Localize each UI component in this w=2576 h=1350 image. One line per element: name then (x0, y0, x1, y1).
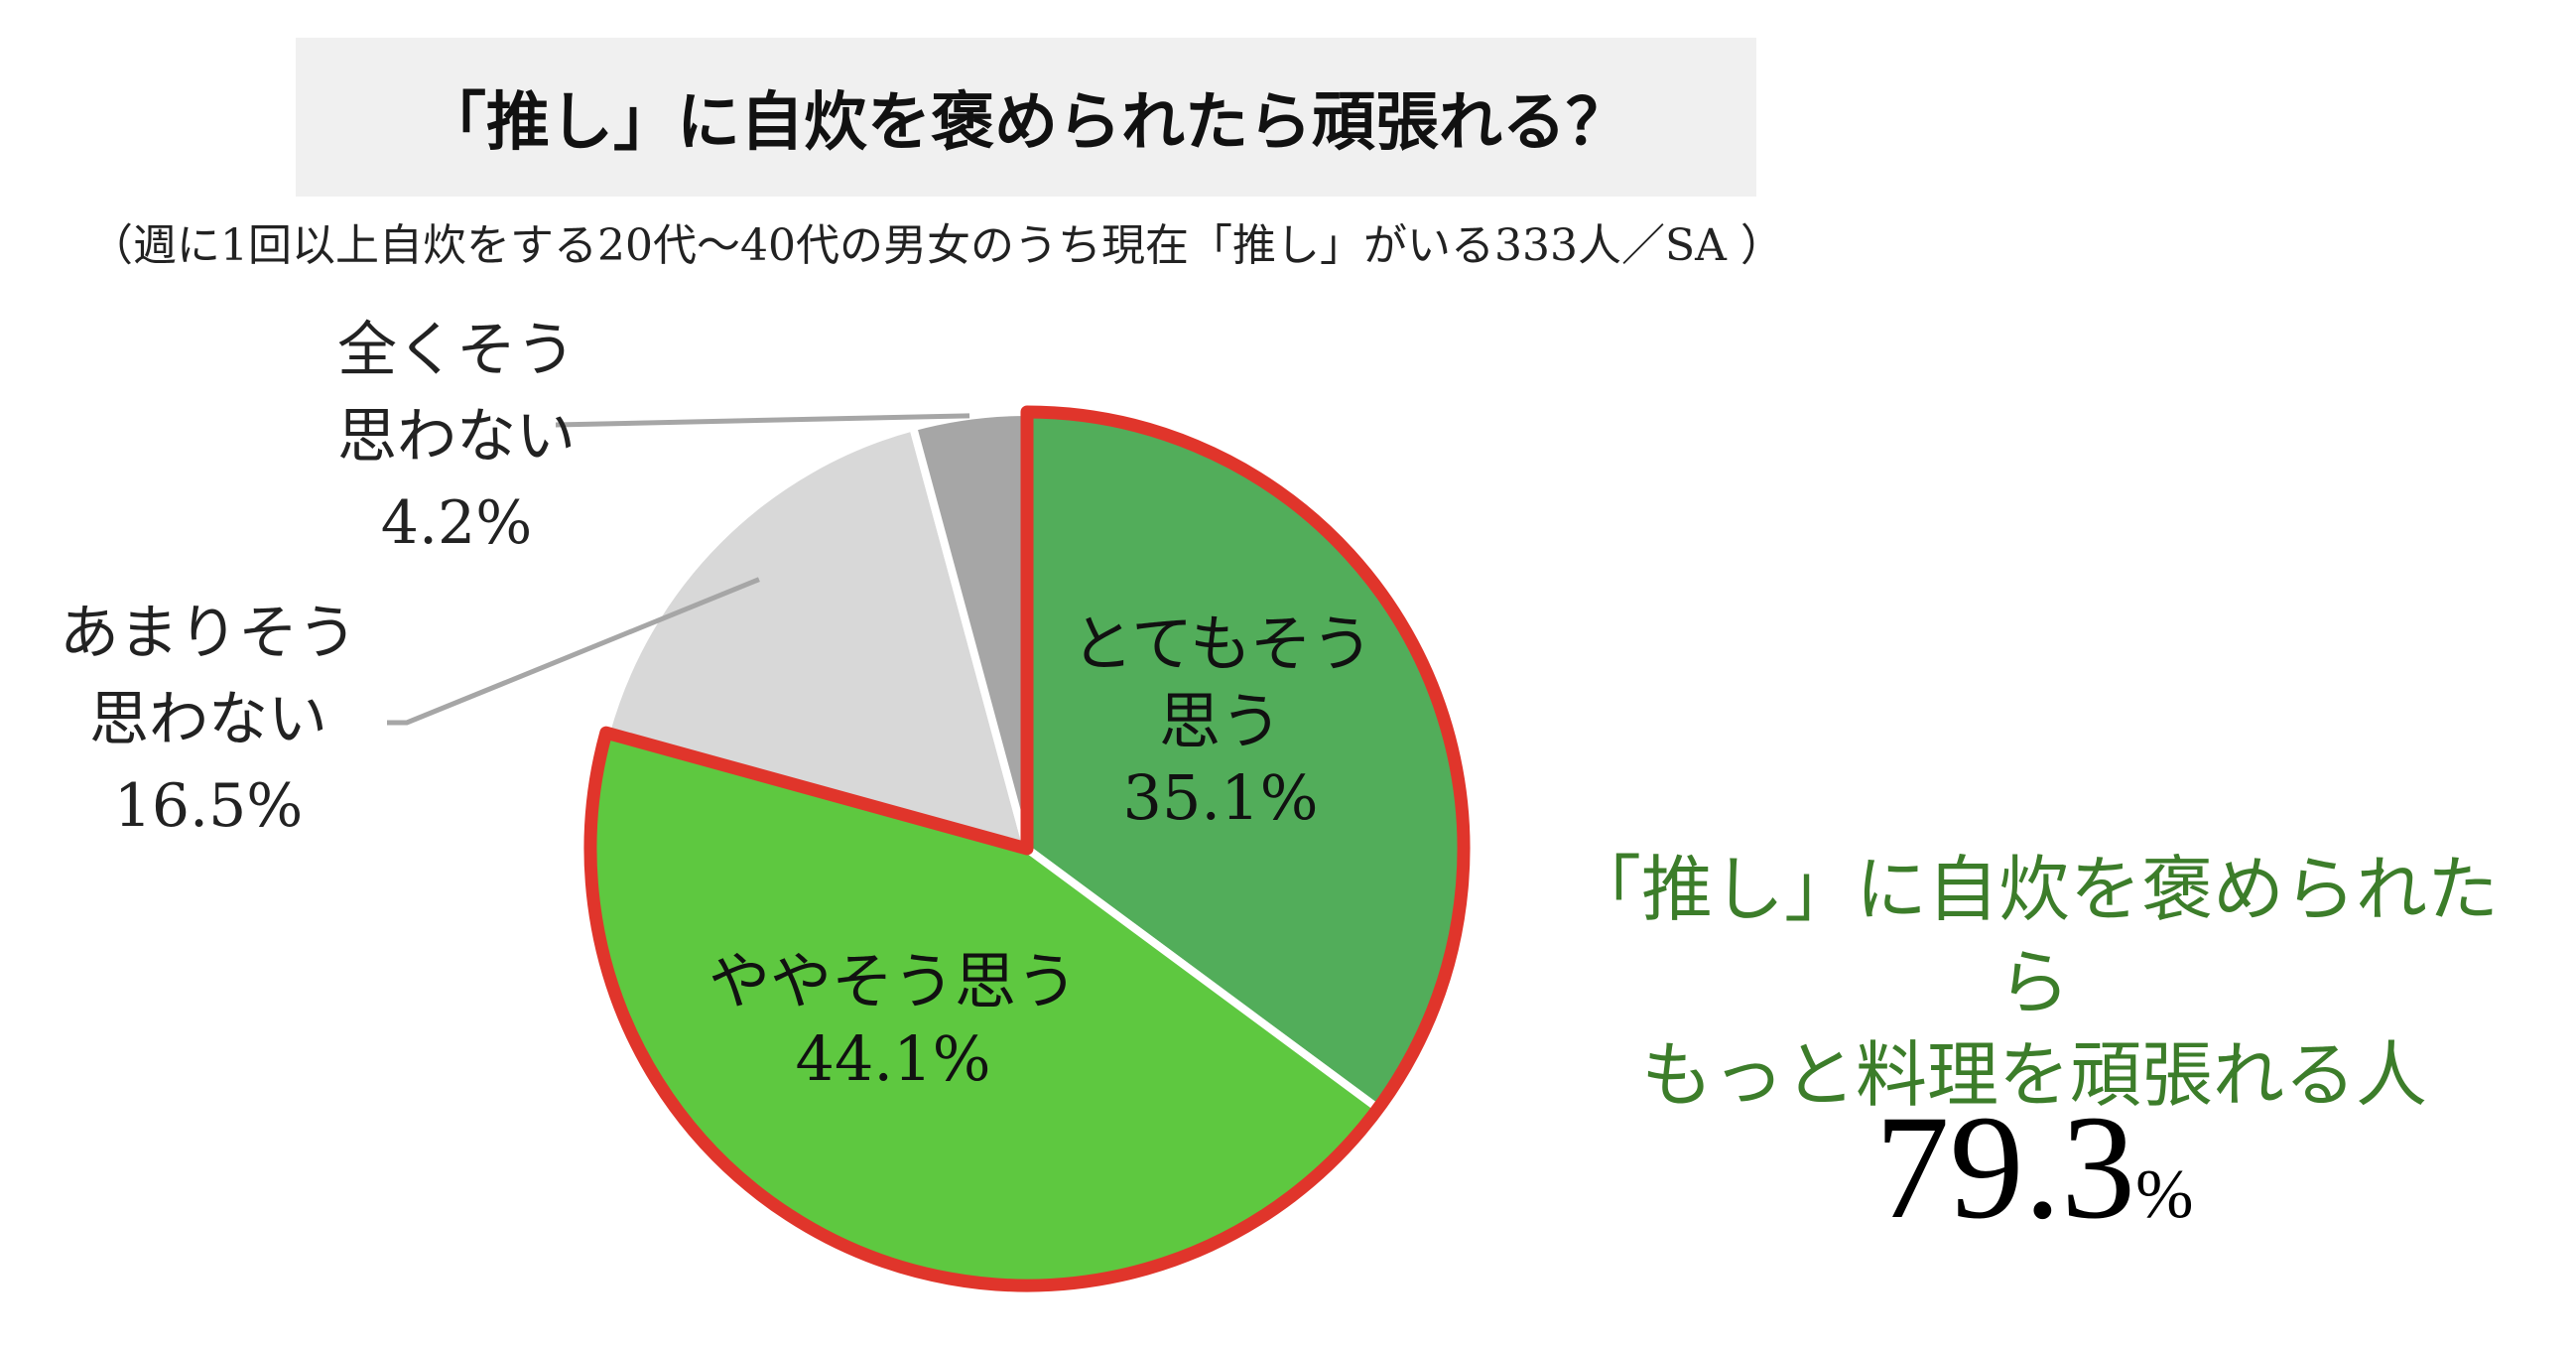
ext-label-not-much: あまりそう 思わない 16.5% (40, 591, 377, 850)
ext-value-not-at-all: 4.2% (380, 488, 533, 558)
slice-label-somewhat-line1: ややそう思う (708, 945, 1078, 1017)
ext-label-not-at-all: 全くそう 思わない 4.2% (298, 308, 615, 567)
callout-unit: % (2135, 1156, 2194, 1233)
slice-label-very-much-line1: とてもそう (1072, 608, 1373, 680)
chart-subtitle: （週に1回以上自炊をする20代～40代の男女のうち現在「推し」がいる333人／S… (89, 220, 1784, 271)
callout-value: 79.3% (1548, 1082, 2520, 1253)
ext-label-not-much-line2: 思わない (89, 685, 327, 754)
callout-number: 79.3 (1874, 1085, 2136, 1250)
slice-label-very-much: とてもそう 思う 35.1% (1072, 606, 1373, 837)
callout-text: 「推し」に自炊を褒められたら もっと料理を頑張れる人 (1548, 844, 2520, 1123)
ext-label-not-at-all-line2: 思わない (337, 402, 576, 472)
callout-line1: 「推し」に自炊を褒められたら (1569, 848, 2499, 1024)
slice-label-somewhat: ややそう思う 44.1% (685, 943, 1101, 1097)
slice-value-somewhat: 44.1% (795, 1021, 991, 1095)
callout-line2: もっと料理を頑張れる人 (1640, 1033, 2427, 1118)
leader-line-not-at-all (555, 413, 970, 428)
slice-label-very-much-line2: 思う (1158, 684, 1282, 757)
leader-line-not-much (387, 577, 760, 726)
highlight-outline (583, 405, 1471, 1292)
ext-value-not-much: 16.5% (113, 771, 304, 841)
chart-title: 「推し」に自炊を褒められたら頑張れる？ (296, 38, 1756, 197)
slice-value-very-much: 35.1% (1122, 761, 1319, 834)
ext-label-not-at-all-line1: 全くそう (337, 316, 576, 385)
chart-title-text: 「推し」に自炊を褒められたら頑張れる？ (423, 86, 1629, 160)
pie-slice-not-much (601, 423, 1031, 853)
ext-label-not-much-line1: あまりそう (60, 599, 357, 668)
